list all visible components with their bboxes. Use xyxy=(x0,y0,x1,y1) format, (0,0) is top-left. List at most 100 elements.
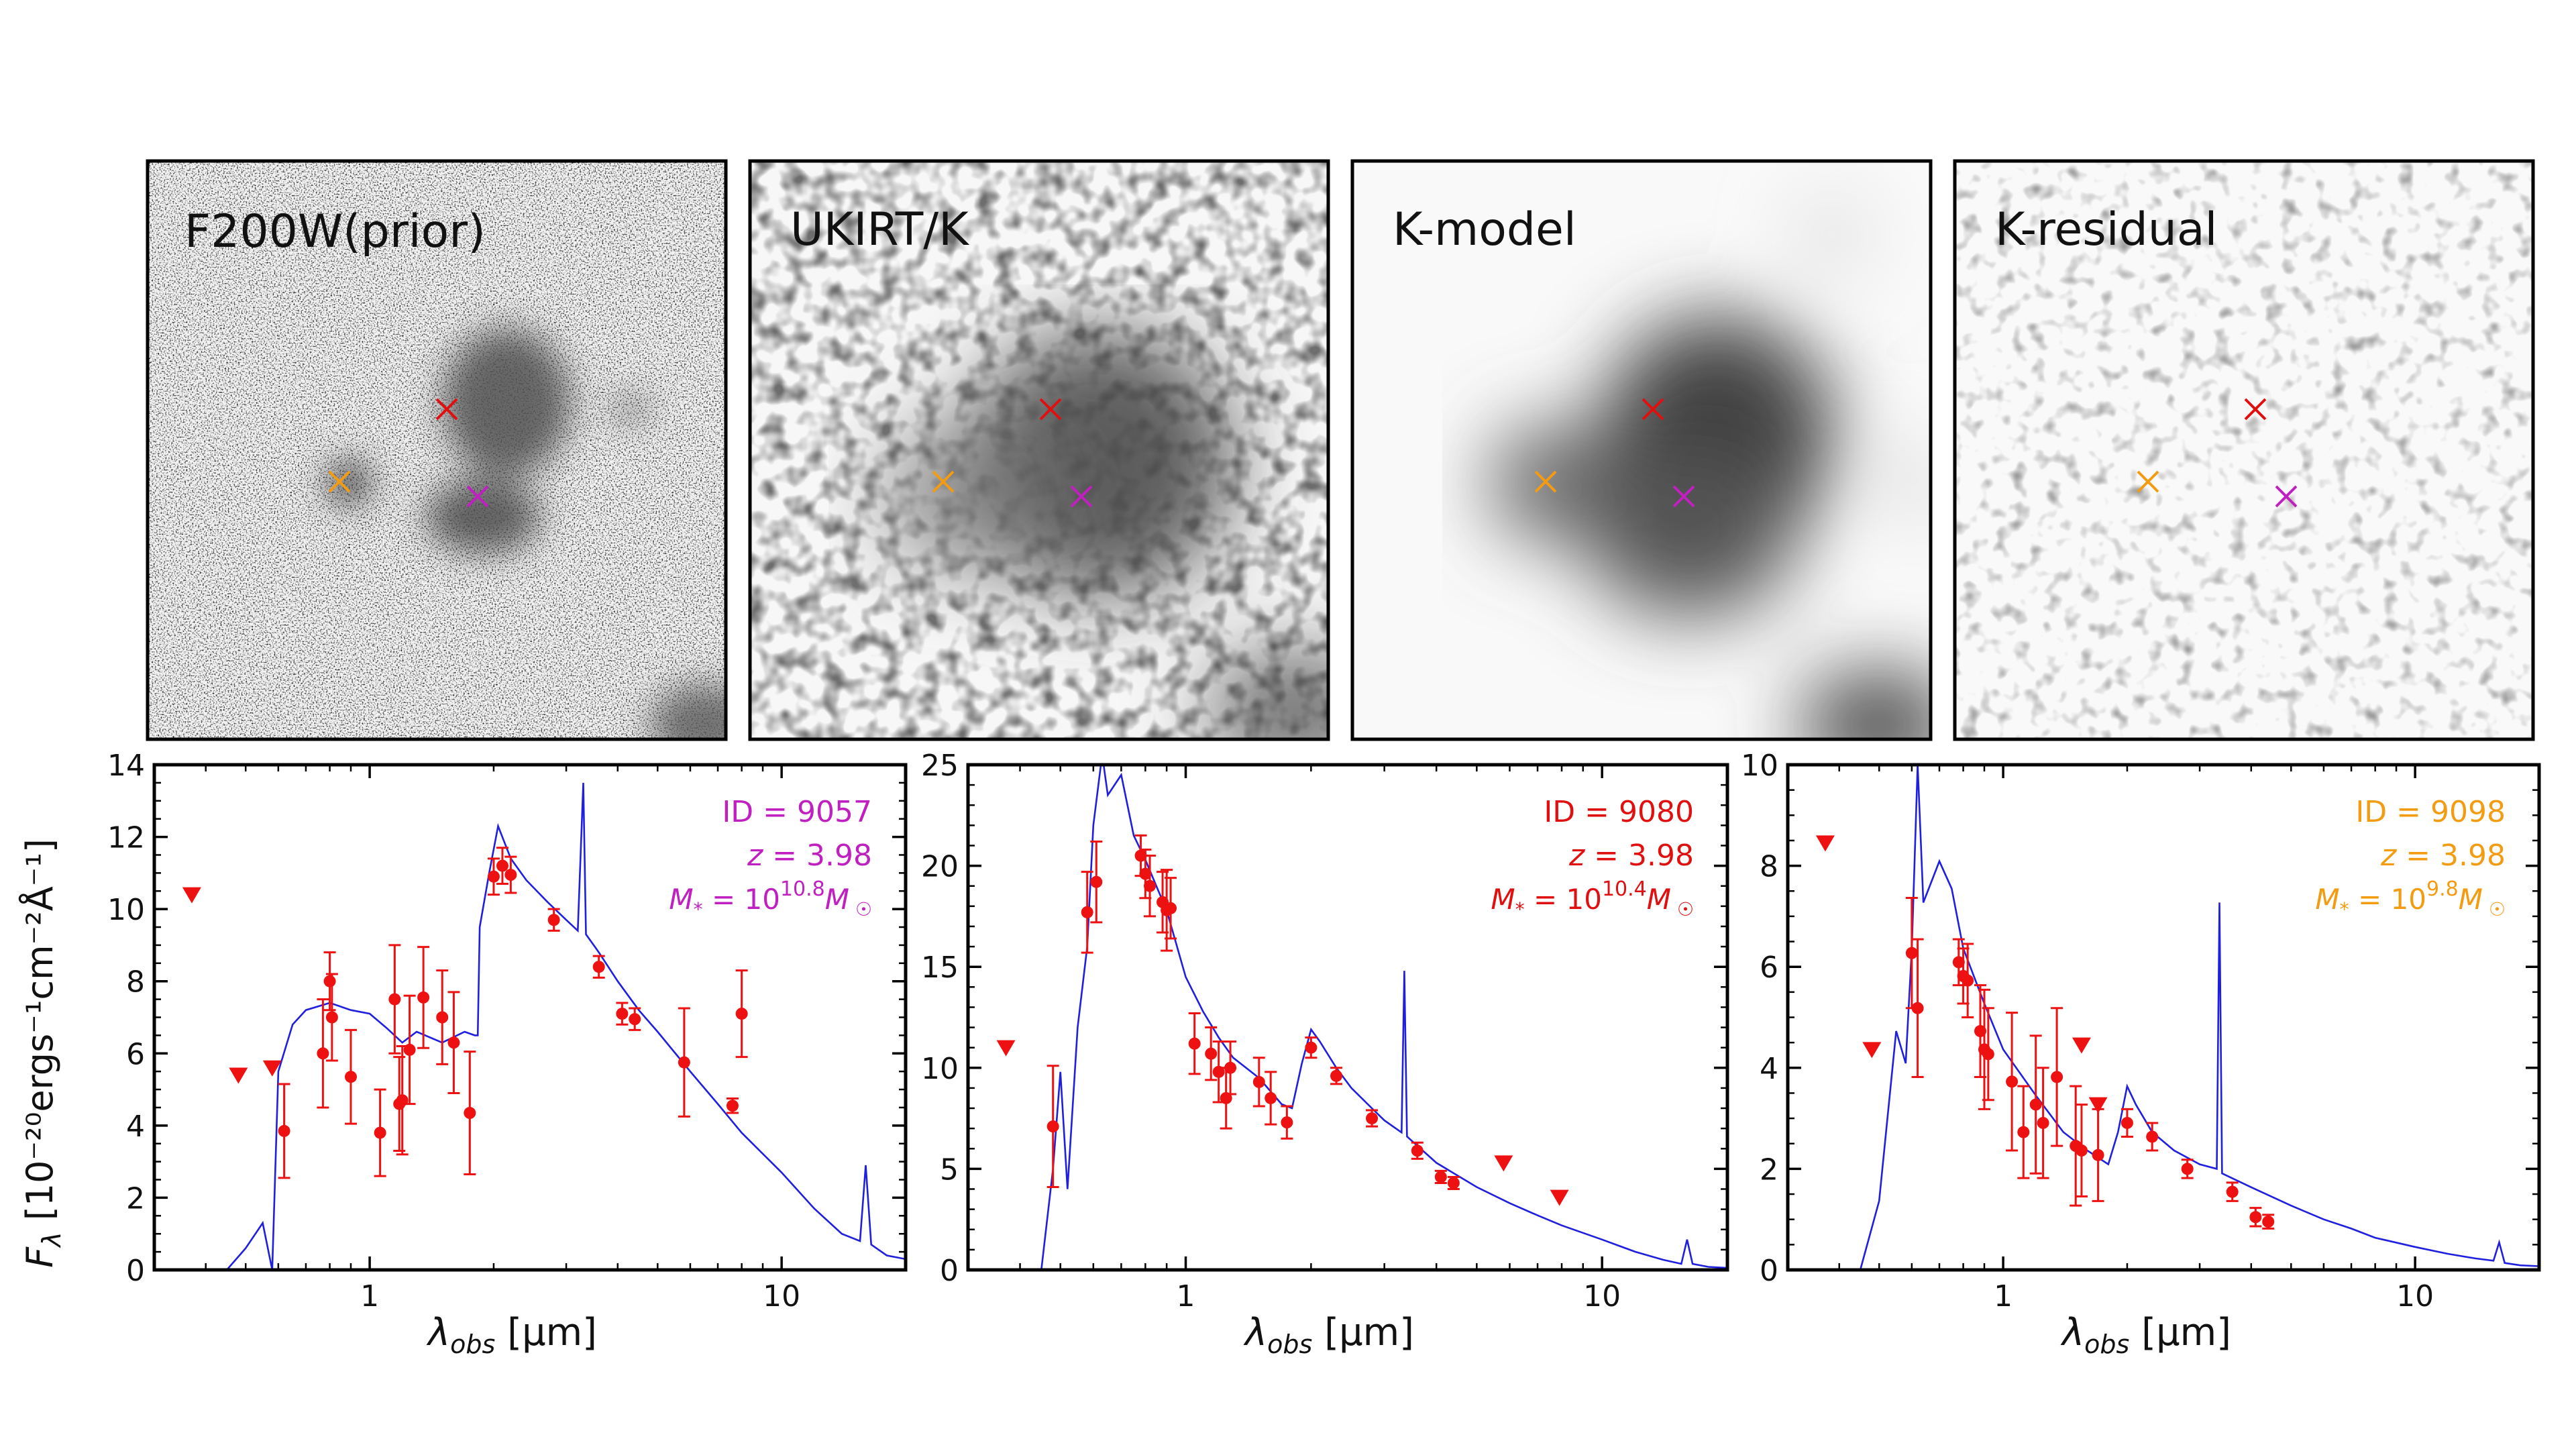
y-tick-label: 5 xyxy=(940,1152,959,1187)
y-tick-label: 25 xyxy=(921,749,959,783)
y-tick-label: 8 xyxy=(126,965,145,1000)
image-panel-label-2: K-model xyxy=(1393,203,1576,256)
photometry-point xyxy=(403,994,416,1106)
model-spectrum-0 xyxy=(226,782,906,1270)
upper-limit-marker xyxy=(2088,1097,2108,1114)
upper-limit-marker xyxy=(262,1060,282,1077)
photometry-point xyxy=(2226,1181,2239,1202)
marker-9057-panel-3 xyxy=(2275,485,2298,508)
model-spectrum-1 xyxy=(1040,765,1727,1270)
marker-9057-panel-1 xyxy=(1070,485,1093,508)
x-axis-label-2: λobs [μm] xyxy=(2060,1311,2231,1359)
stellar-mass-label: M* = 109.8M ☉ xyxy=(2315,877,2506,920)
photometry-point xyxy=(2249,1207,2262,1228)
image-panel-label-0: F200W(prior) xyxy=(184,205,486,258)
y-axis-label-group: Fλ [10⁻²⁰ergs⁻¹cm⁻²Å⁻¹] xyxy=(18,839,66,1268)
photometry-point xyxy=(464,1051,476,1175)
photometry-point xyxy=(678,1007,690,1118)
sed-panel-2: 0 2 4 6 8 10 1 10 ID = 9098 z = 3.98 M* = 109.8M ☉ xyxy=(1741,749,2541,1313)
model-spectrum-2 xyxy=(1859,765,2539,1270)
photometry-point xyxy=(1366,1109,1379,1128)
upper-limit-marker xyxy=(182,887,201,904)
photometry-point xyxy=(1905,897,1918,1010)
photometry-point xyxy=(2051,1007,2063,1147)
photometry-point xyxy=(1447,1175,1460,1191)
x-tick-label: 10 xyxy=(2396,1279,2434,1313)
stellar-mass-label: M* = 1010.4M ☉ xyxy=(1491,877,1694,920)
marker-9098-panel-0 xyxy=(328,470,351,493)
y-tick-label: 4 xyxy=(1760,1052,1778,1086)
photometry-point xyxy=(2037,1067,2049,1179)
y-tick-label: 6 xyxy=(126,1037,145,1071)
photometry-point xyxy=(1281,1105,1293,1140)
photometry-point xyxy=(1090,840,1103,924)
photometry-point xyxy=(496,847,508,885)
y-tick-label: 8 xyxy=(1760,850,1778,884)
image-panel-k-residual xyxy=(1955,161,2533,739)
y-tick-label: 4 xyxy=(126,1110,145,1144)
photometry-point xyxy=(1165,877,1177,940)
photometry-point xyxy=(2121,1108,2133,1138)
image-panel-label-3: K-residual xyxy=(1995,203,2217,256)
photometry-point xyxy=(2006,1012,2019,1152)
marker-9098-panel-2 xyxy=(1534,470,1557,493)
sed-panel-0: 0 2 4 6 8 10 12 14 1 10 ID = 9057 z = 3.98 M* = 1010… xyxy=(107,749,908,1313)
photometry-point xyxy=(374,1088,386,1177)
photometry-point xyxy=(1144,855,1157,918)
photometry-point xyxy=(616,1002,629,1026)
redshift-label: z = 3.98 xyxy=(1568,839,1694,873)
photometry-point xyxy=(1188,1012,1201,1075)
y-tick-label: 12 xyxy=(107,821,145,855)
photometry-point xyxy=(1434,1169,1447,1184)
sed-panel-1: 0 5 10 15 20 25 1 10 ID = 9080 z = 3.98 M* = 1010.… xyxy=(921,749,1729,1313)
photometry-point xyxy=(1046,1065,1059,1189)
photometry-point xyxy=(629,1007,641,1031)
photometry-point xyxy=(2075,1104,2088,1197)
photometry-point xyxy=(1224,1040,1237,1095)
photometry-point xyxy=(735,969,748,1059)
photometry-point xyxy=(278,1083,290,1179)
redshift-label: z = 3.98 xyxy=(2380,839,2506,873)
photometry-point xyxy=(1330,1067,1343,1085)
image-panel-f200w xyxy=(148,161,726,739)
photometry-point xyxy=(1962,943,1974,1018)
photometry-point xyxy=(447,991,460,1094)
photometry-point xyxy=(1081,871,1093,954)
photometry-point xyxy=(2017,1085,2030,1179)
photometry-point xyxy=(1205,1026,1218,1081)
photometry-point xyxy=(1265,1071,1277,1126)
photometry-point xyxy=(547,908,560,932)
upper-limit-marker xyxy=(996,1040,1016,1057)
x-axis-label-1: λobs [μm] xyxy=(1243,1311,1414,1359)
y-tick-label: 10 xyxy=(1741,749,1778,783)
source-id-label: ID = 9057 xyxy=(722,795,872,829)
photometry-point xyxy=(436,969,449,1065)
photometry-point xyxy=(1411,1141,1424,1160)
x-tick-label: 1 xyxy=(1994,1279,2012,1313)
marker-9080-panel-3 xyxy=(2244,398,2267,421)
upper-limit-marker xyxy=(2072,1037,2091,1054)
y-tick-label: 20 xyxy=(921,850,959,884)
y-axis-label: Fλ [10⁻²⁰ergs⁻¹cm⁻²Å⁻¹] xyxy=(18,839,66,1268)
marker-9098-panel-3 xyxy=(2137,470,2159,493)
y-tick-label: 10 xyxy=(107,893,145,927)
upper-limit-marker xyxy=(1550,1189,1569,1206)
source-id-label: ID = 9080 xyxy=(1544,795,1694,829)
photometry-point xyxy=(1252,1057,1265,1108)
x-tick-label: 1 xyxy=(360,1279,379,1313)
source-markers xyxy=(328,398,2298,508)
photometry-point xyxy=(344,1028,357,1125)
photometry-point xyxy=(2092,1108,2104,1202)
y-tick-label: 0 xyxy=(1760,1254,1778,1288)
image-panel-k-model xyxy=(1352,161,1931,739)
y-tick-label: 14 xyxy=(107,749,145,783)
image-panel-ukirt-k xyxy=(750,161,1328,739)
photometry-point xyxy=(2029,1034,2042,1175)
photometry-point xyxy=(726,1097,739,1114)
y-tick-label: 0 xyxy=(940,1254,959,1288)
x-tick-label: 1 xyxy=(1177,1279,1195,1313)
photometry-point xyxy=(1982,1007,1994,1102)
y-tick-label: 2 xyxy=(126,1181,145,1216)
